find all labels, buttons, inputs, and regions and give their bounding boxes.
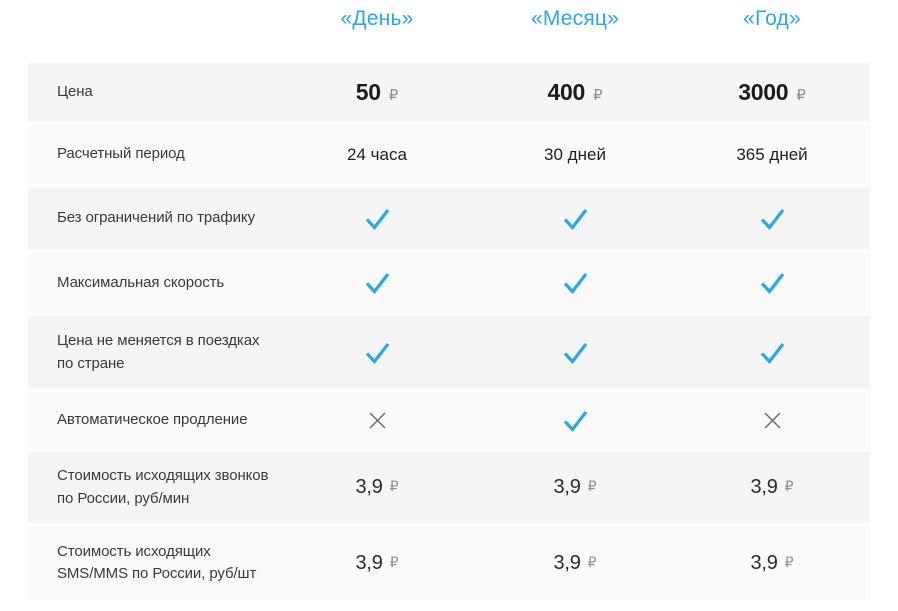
feature-cell [278,341,476,365]
ruble-sign: ₽ [587,478,597,494]
table-row-sms-cost: Стоимость исходящих SMS/MMS по России, р… [28,526,870,600]
check-icon [365,273,389,294]
check-icon [563,273,587,294]
row-label: Автоматическое продление [57,411,248,429]
feature-cell [674,410,870,431]
feature-cell [278,271,476,295]
row-label: Стоимость исходящих звонков по России, р… [57,467,269,507]
check-icon [365,342,389,364]
price-value: 3,9 [355,476,383,498]
check-icon [760,208,784,230]
cross-icon [368,412,386,429]
check-icon [760,342,784,364]
price-cell: 3000 ₽ [674,79,870,106]
period-cell: 30 дней [544,144,606,164]
feature-cell [674,207,870,231]
price-cell: 3,9 ₽ [476,476,674,499]
ruble-sign: ₽ [587,553,597,570]
price-cell: 3,9 ₽ [278,552,476,575]
table-row-autorenew: Автоматическое продление [28,392,870,449]
plan-header-year[interactable]: «Год» [743,7,801,30]
price-value: 3,9 [355,551,383,574]
table-row-traffic: Без ограничений по трафику [28,187,870,250]
period-cell: 365 дней [736,144,808,164]
price-cell: 3,9 ₽ [476,552,674,575]
cross-icon [763,412,781,429]
price-value: 50 [355,79,381,105]
price-cell: 3,9 ₽ [674,552,870,575]
price-value: 3,9 [750,476,778,498]
price-value: 3,9 [553,551,581,574]
table-row-period: Расчетный период 24 часа 30 дней 365 дне… [28,125,870,184]
tariff-comparison-table: «День» «Месяц» «Год» Цена 50 ₽ 400 ₽ 3000 ₽… [28,0,870,603]
period-cell: 24 часа [347,144,407,164]
row-label: Цена не меняется в поездках по стране [57,332,260,372]
check-icon [365,208,389,230]
feature-cell [476,341,674,365]
plan-header-month[interactable]: «Месяц» [530,7,620,30]
plan-header-day[interactable]: «День» [340,7,414,30]
price-cell: 400 ₽ [476,79,674,106]
row-label: Стоимость исходящих SMS/MMS по России, р… [57,542,257,583]
table-row-roaming: Цена не меняется в поездках по стране [28,316,870,389]
feature-cell [476,409,674,433]
table-row-speed: Максимальная скорость [28,253,870,313]
table-row-calls-cost: Стоимость исходящих звонков по России, р… [28,452,870,523]
ruble-sign: ₽ [388,87,399,104]
price-value: 3,9 [553,476,581,498]
feature-cell [476,207,674,231]
ruble-sign: ₽ [389,553,399,570]
row-label: Расчетный период [57,145,185,163]
feature-cell [278,207,476,231]
row-label: Без ограничений по трафику [57,209,255,227]
price-value: 3000 [738,79,789,105]
check-icon [563,208,587,230]
feature-cell [674,271,870,295]
row-label: Максимальная скорость [57,273,225,291]
price-cell: 50 ₽ [278,79,476,106]
feature-cell [476,271,674,295]
row-label: Цена [57,83,93,101]
price-value: 400 [547,79,585,105]
price-cell: 3,9 ₽ [278,476,476,499]
ruble-sign: ₽ [784,553,794,570]
table-row-price: Цена 50 ₽ 400 ₽ 3000 ₽ [28,63,870,122]
ruble-sign: ₽ [784,478,794,494]
ruble-sign: ₽ [389,478,399,494]
check-icon [563,410,587,432]
feature-cell [674,341,870,365]
check-icon [760,273,784,294]
plans-header-row: «День» «Месяц» «Год» [28,0,870,63]
ruble-sign: ₽ [796,87,806,104]
ruble-sign: ₽ [592,87,603,104]
check-icon [563,342,587,364]
price-value: 3,9 [750,551,778,574]
feature-cell [278,410,476,431]
price-cell: 3,9 ₽ [674,476,870,499]
